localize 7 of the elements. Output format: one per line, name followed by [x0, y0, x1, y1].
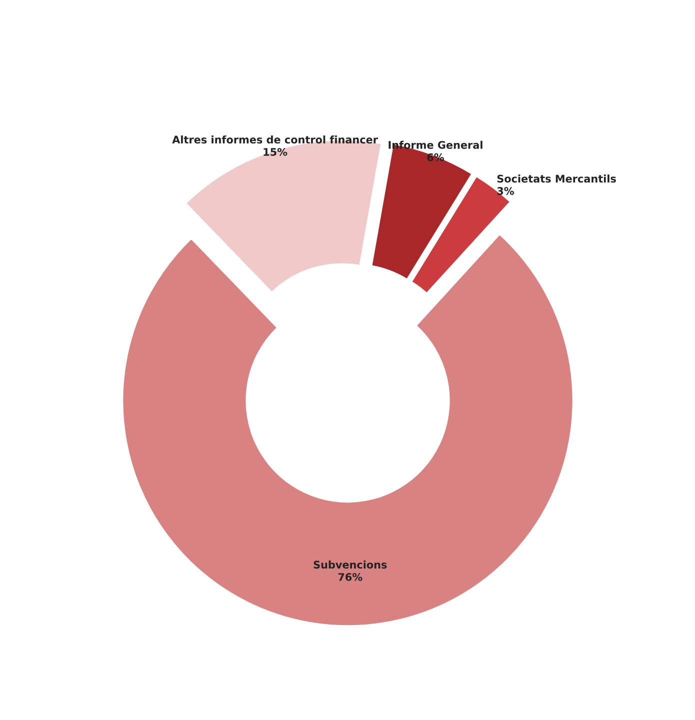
slice-label: Subvencions — [314, 560, 387, 569]
slice-label: Altres informes de control financer — [172, 135, 378, 144]
data-label: 76% — [338, 573, 362, 581]
slice-label: Societats Mercantils — [497, 174, 616, 183]
data-label: 15% — [264, 148, 288, 156]
data-label: 3% — [497, 187, 514, 195]
slice-label: Informe General — [388, 140, 482, 149]
